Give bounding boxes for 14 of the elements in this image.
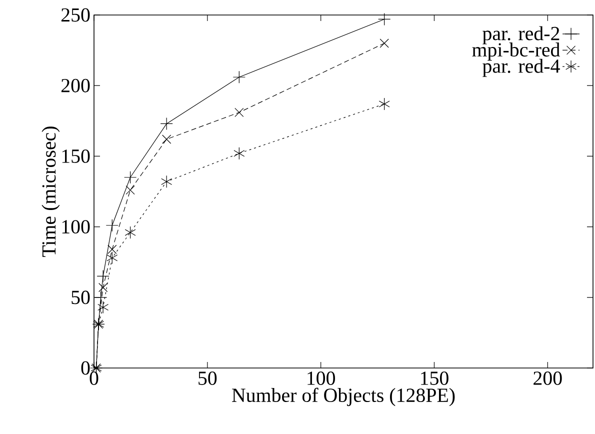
x-tick-label: 100 bbox=[308, 372, 336, 385]
y-axis-title: Time (microsec) bbox=[42, 126, 60, 257]
x-tick-label: 150 bbox=[421, 372, 448, 385]
y-tick-label: 0 bbox=[81, 361, 90, 375]
y-tick-label: 100 bbox=[62, 220, 90, 234]
x-tick-label: 50 bbox=[198, 372, 217, 385]
legend-label: mpi-bc-red bbox=[472, 42, 560, 61]
x-axis-title: Number of Objects (128PE) bbox=[232, 388, 455, 406]
y-tick-label: 250 bbox=[61, 8, 90, 22]
y-tick-label: 150 bbox=[62, 149, 90, 163]
y-tick-label: 200 bbox=[61, 78, 90, 92]
x-tick-label: 0 bbox=[90, 372, 98, 385]
y-tick-label: 50 bbox=[72, 290, 90, 304]
x-tick-label: 200 bbox=[534, 372, 562, 385]
